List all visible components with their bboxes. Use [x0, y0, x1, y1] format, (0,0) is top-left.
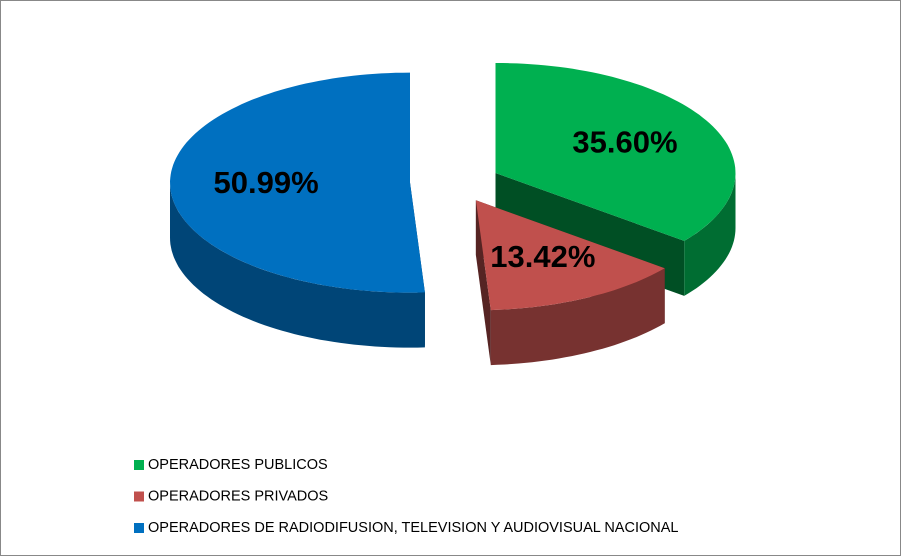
value-label: 35.60% [572, 124, 677, 159]
slice [495, 63, 736, 241]
legend-label: OPERADORES PRIVADOS [148, 488, 328, 504]
legend-label: OPERADORES PUBLICOS [148, 457, 328, 473]
legend-swatch [134, 523, 144, 533]
legend-swatch [134, 491, 144, 502]
value-label: 50.99% [214, 165, 319, 200]
slice [170, 72, 425, 293]
legend-swatch [134, 460, 144, 470]
legend: OPERADORES PUBLICOS OPERADORES PRIVADOS OP… [134, 457, 678, 536]
slice-side [490, 268, 665, 366]
slice-face [475, 200, 491, 366]
value-label: 13.42% [490, 239, 595, 274]
slice-side [684, 173, 736, 296]
slice-side [170, 182, 425, 348]
pie: 35.60% 50.99% 13.42% [170, 63, 736, 366]
legend-label: OPERADORES DE RADIODIFUSION, TELEVISION … [148, 520, 678, 536]
slice [475, 200, 665, 311]
